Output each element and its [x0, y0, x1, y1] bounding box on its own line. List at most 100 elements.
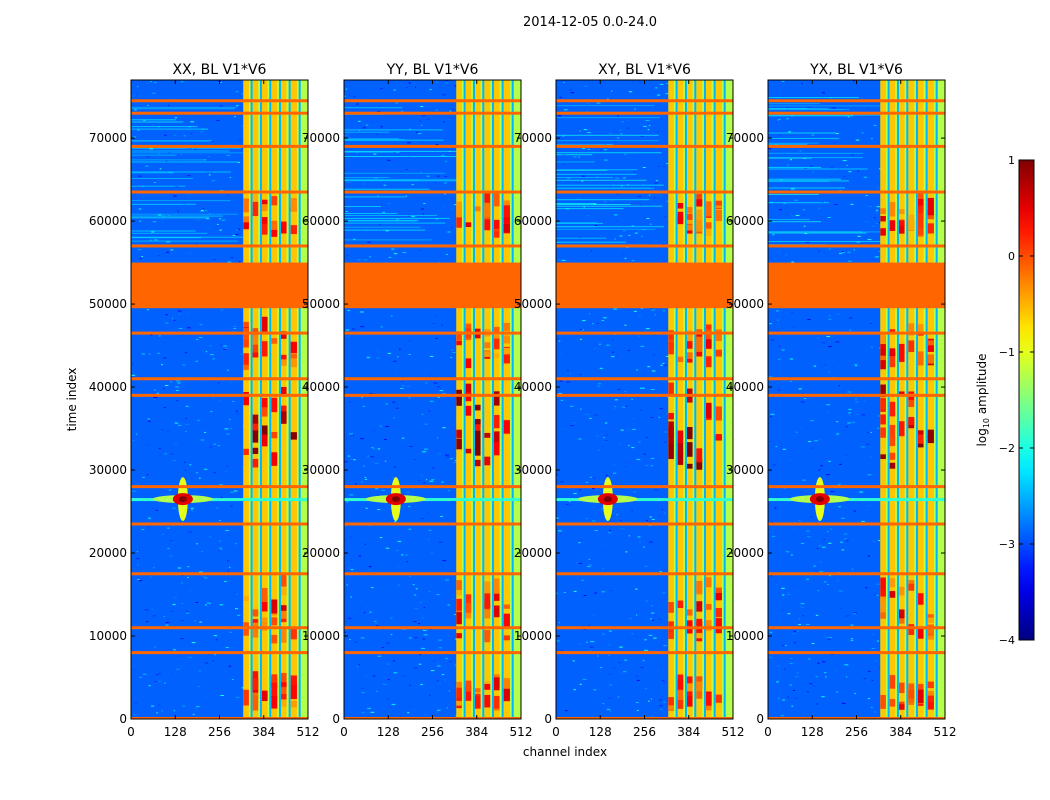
noise-pixel	[850, 203, 854, 205]
noise-pixel	[148, 685, 151, 687]
hot-cell	[262, 217, 268, 226]
noise-pixel	[781, 80, 785, 82]
noise-pixel	[420, 518, 424, 520]
hot-cell	[281, 354, 287, 364]
noise-pixel	[366, 600, 369, 601]
noise-pixel	[612, 420, 615, 421]
hot-cell	[252, 678, 259, 691]
noise-pixel	[345, 211, 348, 213]
noise-pixel	[617, 389, 621, 390]
noise-pixel	[241, 687, 245, 689]
hot-cell	[465, 448, 472, 454]
hot-cell	[281, 359, 287, 366]
rfi-channel-block	[677, 80, 684, 719]
noise-pixel	[445, 80, 448, 82]
hot-cell	[908, 583, 915, 591]
noise-pixel	[205, 351, 208, 353]
noise-pixel	[168, 489, 172, 491]
noise-pixel	[229, 566, 231, 568]
hot-cell	[465, 680, 472, 692]
noise-pixel	[635, 702, 639, 703]
noise-pixel	[420, 474, 423, 476]
noise-pixel	[180, 620, 184, 622]
noise-pixel	[601, 633, 605, 635]
flagged-row	[556, 331, 733, 335]
noise-pixel	[558, 622, 560, 624]
noise-pixel	[830, 528, 833, 530]
noise-pixel	[664, 441, 667, 443]
noise-pixel	[173, 195, 177, 197]
noise-pixel	[420, 601, 422, 603]
hot-cell	[290, 627, 297, 640]
flagged-row	[131, 377, 308, 381]
hot-cell	[456, 340, 462, 346]
hot-cell	[494, 391, 500, 406]
hot-cell	[475, 418, 481, 431]
noise-pixel	[449, 110, 452, 112]
noise-pixel	[852, 421, 856, 423]
noise-pixel	[363, 183, 366, 185]
noise-pixel	[191, 515, 193, 517]
noise-pixel	[593, 689, 597, 691]
noise-pixel	[787, 593, 791, 595]
streak	[768, 180, 829, 182]
noise-pixel	[824, 366, 828, 368]
noise-pixel	[137, 129, 140, 131]
noise-pixel	[636, 710, 639, 711]
hot-cell	[677, 600, 684, 608]
noise-pixel	[453, 338, 457, 340]
hot-cell	[456, 687, 462, 698]
noise-pixel	[202, 207, 205, 209]
noise-pixel	[379, 537, 383, 539]
hot-cell	[271, 617, 278, 626]
noise-pixel	[561, 259, 566, 261]
noise-pixel	[455, 460, 457, 462]
hot-cell	[706, 201, 712, 217]
noise-pixel	[186, 611, 189, 613]
flagged-row	[768, 651, 945, 655]
noise-pixel	[235, 91, 239, 93]
noise-pixel	[188, 656, 193, 658]
noise-pixel	[219, 229, 222, 231]
flagged-block	[131, 262, 308, 309]
noise-pixel	[153, 494, 155, 496]
noise-pixel	[821, 696, 825, 698]
noise-pixel	[411, 216, 415, 218]
noise-pixel	[879, 347, 881, 349]
noise-pixel	[138, 676, 143, 678]
noise-pixel	[439, 390, 444, 391]
noise-pixel	[579, 643, 582, 645]
flagged-row	[131, 522, 308, 526]
noise-pixel	[373, 448, 375, 450]
noise-pixel	[829, 637, 832, 638]
noise-pixel	[620, 185, 623, 187]
noise-pixel	[199, 571, 203, 573]
hot-cell	[668, 602, 674, 613]
y-tick-label: 20000	[726, 546, 764, 560]
hot-cell	[484, 593, 491, 609]
noise-pixel	[587, 566, 591, 567]
noise-pixel	[189, 473, 191, 475]
hot-cell	[715, 618, 722, 634]
hot-cell	[889, 591, 896, 598]
noise-pixel	[612, 339, 614, 341]
noise-pixel	[662, 362, 665, 364]
noise-pixel	[136, 93, 139, 95]
noise-pixel	[204, 577, 208, 579]
hot-cell	[484, 202, 491, 218]
noise-pixel	[375, 622, 378, 624]
noise-pixel	[787, 696, 789, 698]
noise-pixel	[827, 584, 829, 585]
noise-pixel	[137, 86, 139, 87]
hot-cell	[880, 347, 886, 361]
hot-cell	[456, 589, 462, 596]
noise-pixel	[204, 431, 207, 433]
rfi-gap	[259, 80, 262, 719]
noise-pixel	[664, 364, 668, 366]
hot-cell	[889, 438, 896, 447]
noise-pixel	[431, 479, 435, 481]
noise-pixel	[589, 476, 593, 478]
noise-pixel	[210, 411, 213, 413]
noise-pixel	[613, 472, 617, 474]
noise-pixel	[793, 642, 797, 644]
